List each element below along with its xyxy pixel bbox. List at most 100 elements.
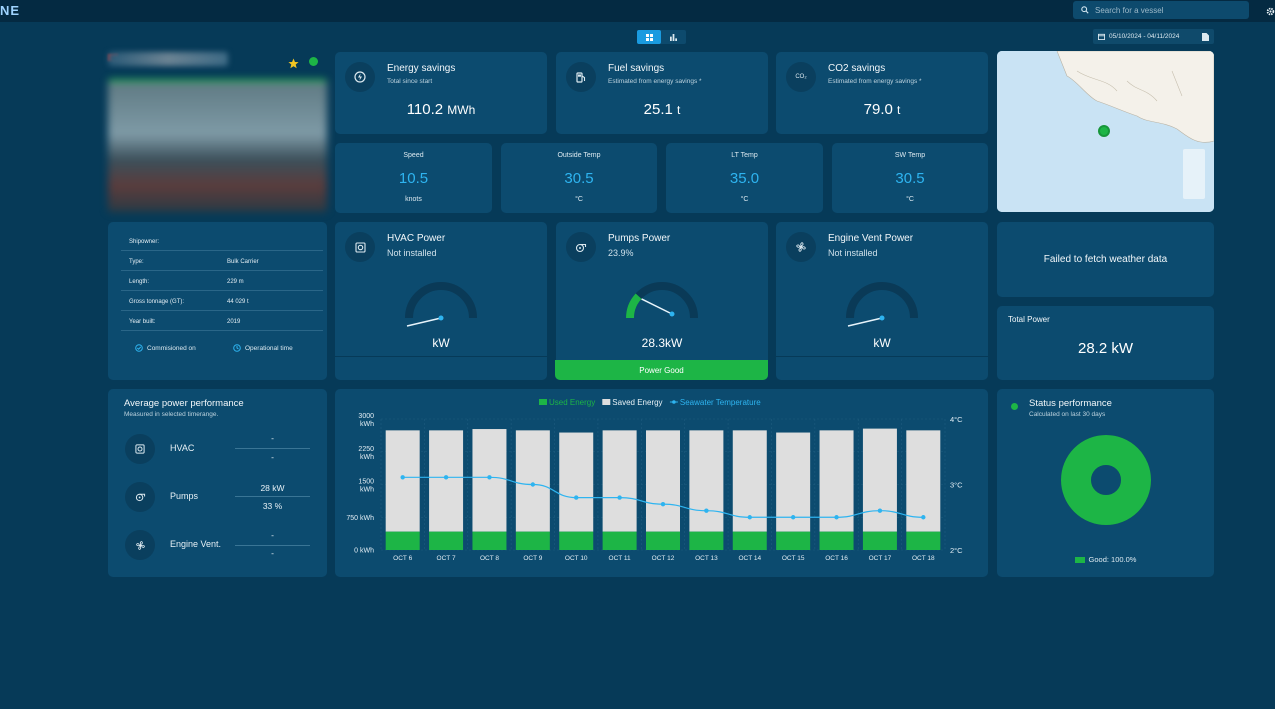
bar-used-energy[interactable] <box>776 531 811 550</box>
bar-used-energy[interactable] <box>385 531 420 550</box>
perf-row-kw: 28 kW <box>260 483 285 493</box>
bar-saved-energy[interactable] <box>429 430 464 532</box>
status-indicator-dot <box>1011 403 1018 410</box>
bar-used-energy[interactable] <box>732 531 767 550</box>
energy-savings-card: Energy savings Total since start 110.2 M… <box>335 52 547 134</box>
clock-icon <box>233 344 241 352</box>
seawater-temperature-point[interactable] <box>574 495 579 500</box>
bar-used-energy[interactable] <box>602 531 637 550</box>
metric-label: Outside Temp <box>557 152 601 159</box>
chart-view-button[interactable] <box>661 30 685 44</box>
bar-used-energy[interactable] <box>689 531 724 550</box>
bar-used-energy[interactable] <box>819 531 854 550</box>
value-number: 25.1 <box>643 101 673 118</box>
perf-row-kw: - <box>271 433 274 443</box>
operational-time[interactable]: Operational time <box>233 344 293 352</box>
legend-label[interactable]: Saved Energy <box>612 398 662 407</box>
seawater-temperature-point[interactable] <box>704 508 709 513</box>
value-unit: MWh <box>447 103 476 117</box>
legend-swatch <box>539 399 547 405</box>
bar-saved-energy[interactable] <box>385 430 420 532</box>
bar-used-energy[interactable] <box>515 531 550 550</box>
bar-used-energy[interactable] <box>862 531 897 550</box>
bar-saved-energy[interactable] <box>819 430 854 532</box>
sw-temp-card: SW Temp 30.5 °C <box>832 143 988 213</box>
seawater-temperature-point[interactable] <box>921 515 926 520</box>
seawater-temperature-point[interactable] <box>400 475 405 480</box>
commissioned-on[interactable]: Commisioned on <box>135 344 196 352</box>
weather-card: Failed to fetch weather data <box>997 222 1214 297</box>
pump-icon <box>125 482 155 512</box>
seawater-temperature-point[interactable] <box>530 482 536 487</box>
y-left-tick-unit: kWh <box>360 487 374 494</box>
y-left-tick-label: 2250 <box>358 446 374 453</box>
legend-label[interactable]: Seawater Temperature <box>680 398 761 407</box>
seawater-temperature-point[interactable] <box>834 515 839 520</box>
x-tick-label: OCT 17 <box>869 555 892 562</box>
vessel-location-marker[interactable] <box>1098 125 1110 137</box>
bar-used-energy[interactable] <box>646 531 680 550</box>
favorite-star-icon[interactable] <box>288 56 299 74</box>
app-logo[interactable]: NE <box>0 3 21 18</box>
fuel-pump-icon <box>566 62 596 92</box>
seawater-temperature-point[interactable] <box>660 501 666 507</box>
bar-saved-energy[interactable] <box>646 430 680 532</box>
card-divider <box>776 356 988 357</box>
perf-row-divider <box>235 496 310 497</box>
metric-unit: °C <box>906 196 914 203</box>
seawater-temperature-point[interactable] <box>877 508 883 513</box>
pumps-gauge <box>626 282 698 319</box>
info-row-shipowner: Shipowner: <box>121 231 323 251</box>
search-icon <box>1081 1 1089 19</box>
card-title: Pumps Power <box>608 233 671 244</box>
seawater-temperature-point[interactable] <box>443 475 449 480</box>
x-tick-label: OCT 15 <box>782 555 805 562</box>
perf-row-label: HVAC <box>170 443 195 453</box>
date-range-picker[interactable]: 05/10/2024 - 04/11/2024 <box>1093 29 1214 44</box>
bar-saved-energy[interactable] <box>689 430 724 532</box>
export-document-icon[interactable] <box>1202 32 1209 41</box>
card-value: 79.0 t <box>776 101 988 118</box>
bar-used-energy[interactable] <box>472 531 507 550</box>
legend-label[interactable]: Used Energy <box>549 398 595 407</box>
bar-saved-energy[interactable] <box>559 432 594 532</box>
card-title: Status performance <box>1029 398 1112 409</box>
vessel-info-card: Shipowner: Type: Bulk Carrier Length: 22… <box>108 222 327 380</box>
seawater-temperature-point[interactable] <box>487 475 492 480</box>
bar-saved-energy[interactable] <box>472 429 507 532</box>
metric-label: SW Temp <box>894 152 926 159</box>
status-donut-chart <box>1061 435 1151 525</box>
lt-temp-card: LT Temp 35.0 °C <box>666 143 823 213</box>
total-power-card: Total Power 28.2 kW <box>997 306 1214 380</box>
x-tick-label: OCT 13 <box>695 555 718 562</box>
bar-saved-energy[interactable] <box>602 430 637 532</box>
bar-saved-energy[interactable] <box>862 428 897 532</box>
donut-slice-good[interactable] <box>1061 435 1151 525</box>
search-input[interactable] <box>1095 5 1235 15</box>
bar-saved-energy[interactable] <box>732 430 767 532</box>
bar-saved-energy[interactable] <box>515 430 550 532</box>
y-right-tick-label: 3°C <box>950 481 963 490</box>
x-tick-label: OCT 8 <box>480 555 499 562</box>
total-power-value: 28.2 kW <box>1077 340 1134 357</box>
bolt-icon <box>345 62 375 92</box>
hvac-gauge <box>405 282 477 327</box>
vessel-location-map[interactable] <box>997 51 1214 212</box>
y-right-tick-label: 2°C <box>950 546 963 555</box>
seawater-temperature-point[interactable] <box>747 515 752 520</box>
power-value: kW <box>432 336 450 350</box>
card-subtitle: Total since start <box>387 78 433 85</box>
seawater-temperature-point[interactable] <box>790 515 796 520</box>
metric-label: LT Temp <box>731 152 758 159</box>
bar-used-energy[interactable] <box>906 531 941 550</box>
x-tick-label: OCT 6 <box>393 555 412 562</box>
vessel-search[interactable] <box>1073 1 1249 19</box>
gear-icon[interactable] <box>1266 3 1275 21</box>
bar-used-energy[interactable] <box>429 531 464 550</box>
grid-view-button[interactable] <box>637 30 661 44</box>
grid-icon <box>645 33 653 41</box>
bar-saved-energy[interactable] <box>906 430 941 532</box>
bar-used-energy[interactable] <box>559 531 594 550</box>
seawater-temperature-point[interactable] <box>617 495 622 500</box>
metric-unit: °C <box>575 196 583 203</box>
